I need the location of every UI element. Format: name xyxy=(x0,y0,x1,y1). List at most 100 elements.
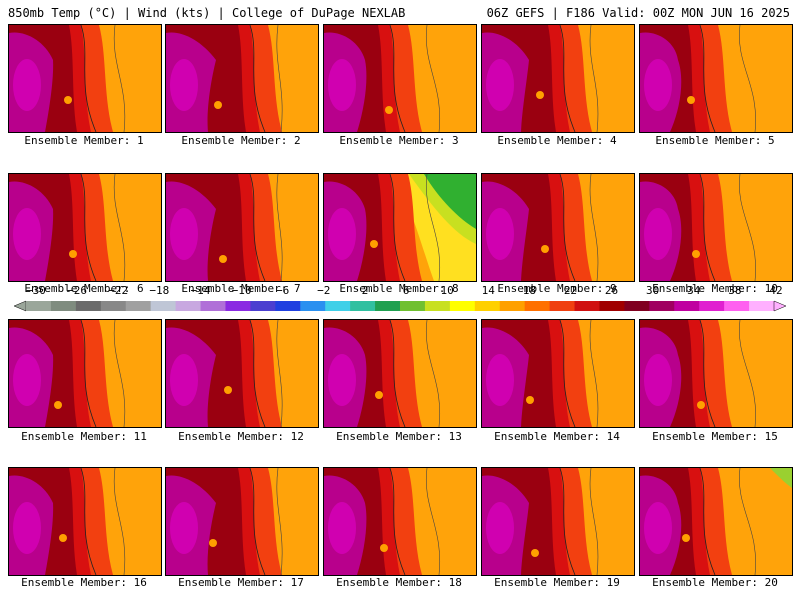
coastline xyxy=(699,320,716,427)
hot-spot xyxy=(380,544,388,552)
ensemble-member-map xyxy=(8,173,162,282)
ensemble-member-label: Ensemble Member: 3 xyxy=(339,134,459,147)
heat-core-hot xyxy=(328,354,356,406)
scale-swatch xyxy=(300,301,326,311)
heat-core-hot xyxy=(328,208,356,260)
scale-swatch xyxy=(350,301,376,311)
color-scale-swatches xyxy=(13,300,787,312)
ensemble-member-map xyxy=(8,24,162,133)
scale-tick-label: −18 xyxy=(149,284,170,297)
scale-swatch xyxy=(225,301,251,311)
temperature-map xyxy=(9,174,161,281)
temperature-map xyxy=(482,174,634,281)
heat-core-hot xyxy=(644,502,672,554)
scale-swatch xyxy=(50,301,77,311)
heat-core-hot xyxy=(644,208,672,260)
heat-core-hot xyxy=(328,59,356,111)
scale-max-arrow xyxy=(773,300,787,312)
scale-tick-label: −10 xyxy=(231,284,252,297)
hot-spot xyxy=(214,101,222,109)
hot-spot xyxy=(370,240,378,248)
scale-swatch xyxy=(75,301,102,311)
scale-swatch xyxy=(524,301,551,311)
scale-swatch xyxy=(449,301,476,311)
ensemble-member-map xyxy=(639,173,793,282)
hot-spot xyxy=(385,106,393,114)
heat-core-hot xyxy=(170,208,198,260)
coastline xyxy=(699,174,716,281)
hot-spot xyxy=(697,401,705,409)
coastline xyxy=(389,174,406,281)
isotherm-contour xyxy=(589,174,599,281)
isotherm-contour xyxy=(589,320,599,427)
coastline xyxy=(249,320,266,427)
ensemble-member-label: Ensemble Member: 8 xyxy=(339,282,459,295)
scale-swatch xyxy=(549,301,576,311)
temperature-map xyxy=(324,468,476,575)
hot-spot xyxy=(209,539,217,547)
ensemble-member-map xyxy=(639,319,793,428)
ensemble-member-map xyxy=(323,467,477,576)
ensemble-member-map xyxy=(165,24,319,133)
ensemble-member-label: Ensemble Member: 16 xyxy=(21,576,147,589)
hot-spot xyxy=(692,250,700,258)
scale-swatch xyxy=(699,301,725,311)
temperature-map xyxy=(640,174,792,281)
heat-core-hot xyxy=(486,59,514,111)
ensemble-member-label: Ensemble Member: 7 xyxy=(181,282,301,295)
ensemble-member-label: Ensemble Member: 10 xyxy=(652,282,778,295)
coastline xyxy=(699,25,716,132)
cool-zone-core xyxy=(424,174,476,229)
ensemble-member-label: Ensemble Member: 2 xyxy=(181,134,301,147)
isotherm-contour xyxy=(113,25,126,132)
cool-corner xyxy=(770,468,792,488)
heat-core-hot xyxy=(13,208,41,260)
isotherm-contour xyxy=(276,468,283,575)
scale-swatch xyxy=(474,301,501,311)
ensemble-member-label: Ensemble Member: 15 xyxy=(652,430,778,443)
temperature-map xyxy=(166,468,318,575)
coastline xyxy=(249,174,266,281)
isotherm-contour xyxy=(589,468,599,575)
ensemble-member-label: Ensemble Member: 12 xyxy=(178,430,304,443)
scale-tick-label: 30 xyxy=(646,284,660,297)
hot-spot xyxy=(541,245,549,253)
ensemble-member-map xyxy=(165,319,319,428)
isotherm-contour xyxy=(425,320,441,427)
coastline xyxy=(699,468,716,575)
coastline xyxy=(559,174,576,281)
scale-tick-label: 2 xyxy=(361,284,369,297)
ensemble-member-label: Ensemble Member: 6 xyxy=(24,282,144,295)
color-scale-bar: −30 −26 −22 −18 −14 −10 −6 −2 2 6 10 14 18 22 26 30 34 38… xyxy=(13,284,787,321)
ensemble-member-map xyxy=(481,24,635,133)
temperature-map xyxy=(640,25,792,132)
scale-min-arrow xyxy=(13,300,27,312)
scale-tick-label: 14 xyxy=(481,284,495,297)
ensemble-member-label: Ensemble Member: 14 xyxy=(494,430,620,443)
scale-swatch xyxy=(749,301,775,311)
coastline xyxy=(80,468,97,575)
isotherm-contour xyxy=(425,468,441,575)
scale-swatch xyxy=(724,301,750,311)
ensemble-member-map xyxy=(481,467,635,576)
scale-swatch xyxy=(150,301,177,311)
heat-core-hot xyxy=(486,208,514,260)
temperature-map xyxy=(9,320,161,427)
scale-tick-label: 26 xyxy=(604,284,619,297)
scale-swatch xyxy=(400,301,426,311)
hot-spot xyxy=(54,401,62,409)
ensemble-member-label: Ensemble Member: 20 xyxy=(652,576,778,589)
ensemble-member-map xyxy=(639,467,793,576)
isotherm-contour xyxy=(739,468,756,575)
heat-core-hot xyxy=(486,354,514,406)
isotherm-contour xyxy=(739,320,756,427)
hot-spot xyxy=(526,396,534,404)
temperature-map xyxy=(324,320,476,427)
coastline xyxy=(80,174,97,281)
ensemble-member-label: Ensemble Member: 4 xyxy=(497,134,617,147)
scale-tick-label: −30 xyxy=(26,284,46,297)
scale-tick-label: 42 xyxy=(769,284,783,297)
scale-swatch xyxy=(649,301,675,311)
scale-swatch xyxy=(325,301,351,311)
heat-core-hot xyxy=(486,502,514,554)
